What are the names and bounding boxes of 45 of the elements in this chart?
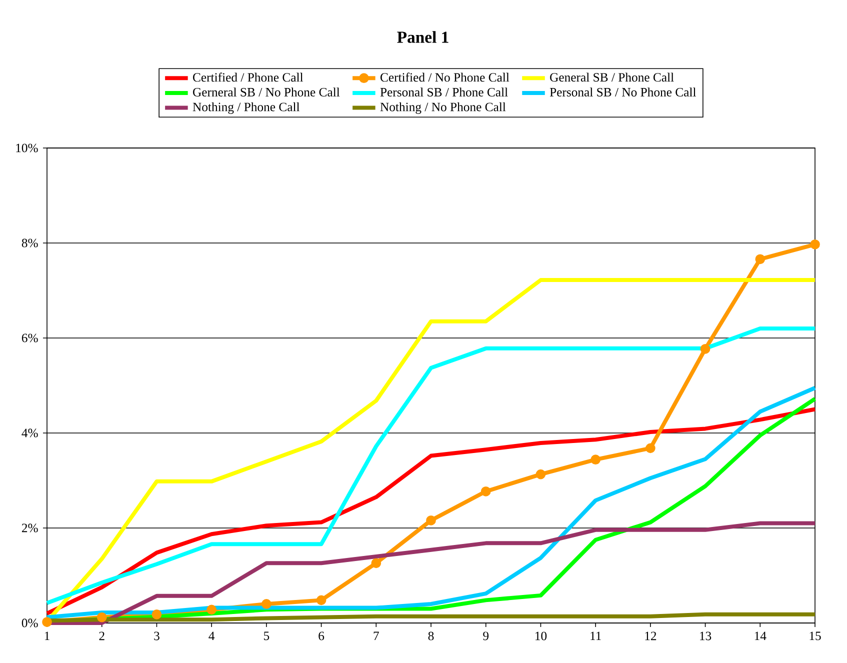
point	[645, 443, 656, 454]
point	[700, 344, 710, 354]
x-tick-label: 3	[154, 632, 160, 640]
point	[590, 454, 601, 465]
point	[480, 486, 491, 496]
y-tick-label: 4%	[22, 428, 38, 438]
y-tick-label: 8%	[22, 238, 38, 248]
point	[206, 604, 217, 615]
x-tick-label: 12	[645, 632, 656, 640]
point	[96, 612, 107, 622]
legend-label: General SB / Phone Call	[550, 72, 674, 82]
point	[371, 558, 382, 568]
point	[42, 617, 52, 627]
legend-label: Certified / No Phone Call	[380, 72, 510, 82]
y-tick-label: 2%	[22, 524, 38, 532]
point	[536, 469, 546, 480]
point	[316, 595, 326, 606]
x-tick-label: 10	[535, 632, 547, 640]
legend-label: Personal SB / Phone Call	[380, 88, 508, 96]
x-tick-label: 8	[428, 632, 434, 640]
point	[755, 254, 766, 264]
x-tick-label: 6	[318, 632, 324, 640]
point	[262, 599, 272, 609]
x-tick-label: 7	[374, 632, 379, 640]
legend-label: Nothing / No Phone Call	[380, 102, 506, 114]
x-tick-label: 2	[99, 632, 104, 640]
x-tick-label: 11	[590, 632, 601, 640]
x-tick-label: 15	[810, 632, 821, 640]
point	[152, 610, 162, 620]
x-tick-label: 1	[44, 632, 50, 640]
point	[810, 239, 820, 250]
legend-label: Nothing / Phone Call	[192, 102, 300, 114]
x-tick-label: 5	[264, 632, 270, 640]
x-tick-label: 4	[208, 632, 215, 640]
legend-label: Gerneral SB / No Phone Call	[193, 88, 340, 96]
legend-label: Certified / Phone Call	[193, 72, 304, 82]
y-tick-label: 6%	[22, 334, 38, 342]
x-tick-label: 13	[700, 632, 712, 640]
chart-title: Panel 1	[397, 31, 448, 43]
x-tick-label: 9	[483, 632, 489, 640]
y-tick-label: 10%	[16, 144, 38, 152]
point	[426, 515, 436, 526]
legend-label: Personal SB / No Phone Call	[550, 88, 696, 96]
y-tick-label: 0%	[22, 618, 38, 628]
x-tick-label: 14	[754, 632, 766, 640]
